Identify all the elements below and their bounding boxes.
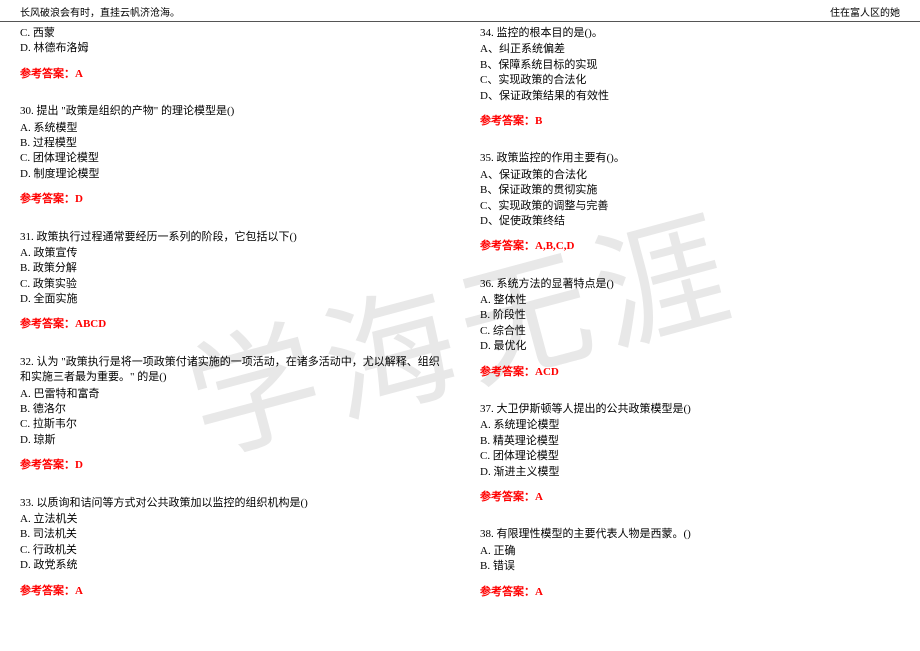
option-text: B、保证政策的贯彻实施	[480, 183, 900, 198]
option-text: A. 系统理论模型	[480, 418, 900, 433]
option-text: B. 阶段性	[480, 308, 900, 323]
option-text: D. 林德布洛姆	[20, 41, 440, 56]
question-stem: 37. 大卫伊斯顿等人提出的公共政策模型是()	[480, 402, 900, 417]
option-text: B. 过程模型	[20, 136, 440, 151]
question-block: 34. 监控的根本目的是()。 A、纠正系统偏差 B、保障系统目标的实现 C、实…	[480, 26, 900, 129]
answer-text: 参考答案：ACD	[480, 365, 900, 380]
option-text: B、保障系统目标的实现	[480, 58, 900, 73]
option-text: C. 行政机关	[20, 543, 440, 558]
page-header: 长风破浪会有时，直挂云帆济沧海。 住在富人区的她	[0, 0, 920, 22]
option-text: C、实现政策的合法化	[480, 73, 900, 88]
question-stem: 30. 提出 "政策是组织的产物" 的理论模型是()	[20, 104, 440, 119]
option-text: A. 巴雷特和富奇	[20, 387, 440, 402]
question-block: 38. 有限理性模型的主要代表人物是西蒙。() A. 正确 B. 错误 参考答案…	[480, 527, 900, 600]
option-text: B. 精英理论模型	[480, 434, 900, 449]
option-text: C. 团体理论模型	[20, 151, 440, 166]
question-block: 36. 系统方法的显著特点是() A. 整体性 B. 阶段性 C. 综合性 D.…	[480, 277, 900, 380]
option-text: A. 立法机关	[20, 512, 440, 527]
option-text: B. 司法机关	[20, 527, 440, 542]
question-block: 31. 政策执行过程通常要经历一系列的阶段，它包括以下() A. 政策宣传 B.…	[20, 230, 440, 333]
question-block: 33. 以质询和诘问等方式对公共政策加以监控的组织机构是() A. 立法机关 B…	[20, 496, 440, 599]
option-text: A. 正确	[480, 544, 900, 559]
page-content: C. 西蒙 D. 林德布洛姆 参考答案：A 30. 提出 "政策是组织的产物" …	[0, 22, 920, 626]
question-stem: 36. 系统方法的显著特点是()	[480, 277, 900, 292]
option-text: C. 拉斯韦尔	[20, 417, 440, 432]
answer-text: 参考答案：D	[20, 458, 440, 473]
left-column: C. 西蒙 D. 林德布洛姆 参考答案：A 30. 提出 "政策是组织的产物" …	[20, 26, 460, 622]
option-text: B. 德洛尔	[20, 402, 440, 417]
option-text: A、保证政策的合法化	[480, 168, 900, 183]
option-text: B. 政策分解	[20, 261, 440, 276]
option-text: B. 错误	[480, 559, 900, 574]
option-text: A. 整体性	[480, 293, 900, 308]
answer-text: 参考答案：A	[480, 585, 900, 600]
question-stem: 33. 以质询和诘问等方式对公共政策加以监控的组织机构是()	[20, 496, 440, 511]
question-stem: 31. 政策执行过程通常要经历一系列的阶段，它包括以下()	[20, 230, 440, 245]
option-text: D、保证政策结果的有效性	[480, 89, 900, 104]
question-stem: 35. 政策监控的作用主要有()。	[480, 151, 900, 166]
option-text: C、实现政策的调整与完善	[480, 199, 900, 214]
question-stem: 32. 认为 "政策执行是将一项政策付诸实施的一项活动，在诸多活动中，尤以解释、…	[20, 355, 440, 386]
option-text: D. 政党系统	[20, 558, 440, 573]
option-text: D. 全面实施	[20, 292, 440, 307]
answer-text: 参考答案：A	[480, 490, 900, 505]
option-text: A. 政策宣传	[20, 246, 440, 261]
option-text: C. 综合性	[480, 324, 900, 339]
question-block: 35. 政策监控的作用主要有()。 A、保证政策的合法化 B、保证政策的贯彻实施…	[480, 151, 900, 254]
option-text: D. 最优化	[480, 339, 900, 354]
question-block: 37. 大卫伊斯顿等人提出的公共政策模型是() A. 系统理论模型 B. 精英理…	[480, 402, 900, 505]
answer-text: 参考答案：ABCD	[20, 317, 440, 332]
option-text: D. 琼斯	[20, 433, 440, 448]
option-text: C. 政策实验	[20, 277, 440, 292]
option-text: D. 制度理论模型	[20, 167, 440, 182]
answer-text: 参考答案：A	[20, 584, 440, 599]
option-text: C. 团体理论模型	[480, 449, 900, 464]
header-right-text: 住在富人区的她	[830, 4, 900, 19]
option-text: D、促使政策终结	[480, 214, 900, 229]
header-left-text: 长风破浪会有时，直挂云帆济沧海。	[20, 4, 180, 19]
right-column: 34. 监控的根本目的是()。 A、纠正系统偏差 B、保障系统目标的实现 C、实…	[460, 26, 900, 622]
answer-text: 参考答案：A,B,C,D	[480, 239, 900, 254]
question-block: 32. 认为 "政策执行是将一项政策付诸实施的一项活动，在诸多活动中，尤以解释、…	[20, 355, 440, 474]
question-block: 30. 提出 "政策是组织的产物" 的理论模型是() A. 系统模型 B. 过程…	[20, 104, 440, 207]
option-text: A、纠正系统偏差	[480, 42, 900, 57]
question-stem: 38. 有限理性模型的主要代表人物是西蒙。()	[480, 527, 900, 542]
option-text: C. 西蒙	[20, 26, 440, 41]
answer-text: 参考答案：A	[20, 67, 440, 82]
answer-text: 参考答案：D	[20, 192, 440, 207]
answer-text: 参考答案：B	[480, 114, 900, 129]
question-tail: C. 西蒙 D. 林德布洛姆 参考答案：A	[20, 26, 440, 82]
option-text: D. 渐进主义模型	[480, 465, 900, 480]
option-text: A. 系统模型	[20, 121, 440, 136]
question-stem: 34. 监控的根本目的是()。	[480, 26, 900, 41]
